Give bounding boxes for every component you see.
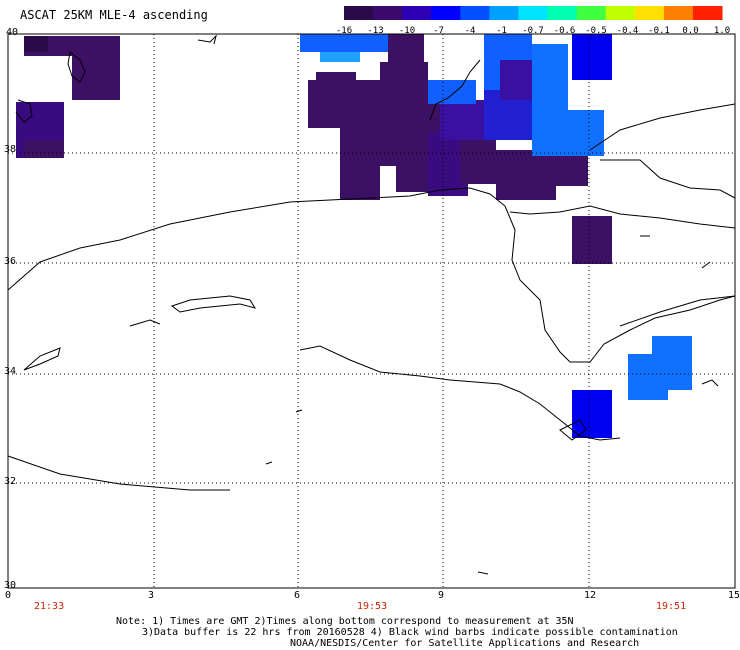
- data-cell: [532, 110, 604, 156]
- colorbar-label: -16: [335, 26, 353, 36]
- data-cell: [24, 140, 64, 158]
- note-line-2: 3)Data buffer is 22 hrs from 20160528 4)…: [142, 627, 678, 638]
- data-cell: [460, 140, 496, 184]
- lon-label-3: 3: [148, 590, 155, 601]
- colorbar-label: -1: [496, 26, 507, 36]
- colorbar-label: -0.5: [585, 26, 607, 36]
- colorbar-segment: [489, 6, 519, 20]
- lon-label-6: 6: [294, 590, 301, 601]
- colorbar-segment: [663, 6, 694, 20]
- colorbar-label: -0.6: [553, 26, 576, 36]
- graticule: [8, 34, 735, 588]
- lat-label-30: 30: [4, 580, 17, 591]
- colorbar-segment: [576, 6, 607, 20]
- map-title: ASCAT 25KM MLE-4 ascending: [20, 8, 208, 22]
- data-cell: [572, 216, 612, 264]
- data-cell: [24, 36, 48, 52]
- colorbar-label: -0.1: [648, 26, 670, 36]
- data-cell: [428, 80, 476, 104]
- colorbar-label: -0.4: [616, 26, 639, 36]
- data-cell: [500, 60, 532, 100]
- wind-data-cells: [16, 34, 692, 438]
- data-cell: [308, 80, 380, 128]
- colorbar-label: -7: [433, 26, 444, 36]
- data-cell: [628, 354, 668, 400]
- colorbar-segment: [373, 6, 403, 20]
- colorbar-label: -13: [367, 26, 384, 36]
- time-label-3: 19:51: [656, 601, 687, 612]
- colorbar-segment: [692, 6, 723, 20]
- colorbar-label: 1.0: [713, 26, 731, 36]
- lon-label-12: 12: [584, 590, 597, 601]
- colorbar: [344, 6, 723, 20]
- note-line-1: Note: 1) Times are GMT 2)Times along bot…: [116, 616, 574, 627]
- lat-label-32: 32: [4, 476, 17, 487]
- colorbar-label: -4: [464, 26, 476, 36]
- lon-label-15: 15: [728, 590, 740, 601]
- colorbar-segment: [460, 6, 490, 20]
- colorbar-segment: [518, 6, 549, 20]
- data-cell: [388, 34, 424, 62]
- time-label-2: 19:53: [357, 601, 388, 612]
- colorbar-segment: [634, 6, 665, 20]
- data-cell: [572, 390, 612, 438]
- data-cell: [496, 150, 556, 200]
- data-cell: [572, 34, 612, 80]
- colorbar-label: -0.7: [522, 26, 544, 36]
- lat-label-34: 34: [4, 366, 17, 377]
- coastline: [7, 34, 736, 575]
- lat-label-40: 40: [6, 27, 19, 38]
- data-cell: [72, 56, 120, 100]
- lat-label-36: 36: [4, 256, 17, 267]
- colorbar-label: 0.0: [682, 26, 699, 36]
- colorbar-segment: [605, 6, 636, 20]
- lon-label-0: 0: [5, 590, 12, 601]
- lat-label-38: 38: [4, 144, 17, 155]
- data-cell: [320, 52, 360, 62]
- colorbar-segment: [344, 6, 374, 20]
- colorbar-label: -10: [398, 26, 416, 36]
- data-cell: [340, 128, 380, 200]
- colorbar-segment: [547, 6, 578, 20]
- colorbar-segment: [431, 6, 461, 20]
- time-label-1: 21:33: [34, 601, 65, 612]
- lon-label-9: 9: [438, 590, 445, 601]
- colorbar-segment: [402, 6, 432, 20]
- note-line-3: NOAA/NESDIS/Center for Satellite Applica…: [290, 638, 640, 649]
- map-frame: [7, 33, 736, 589]
